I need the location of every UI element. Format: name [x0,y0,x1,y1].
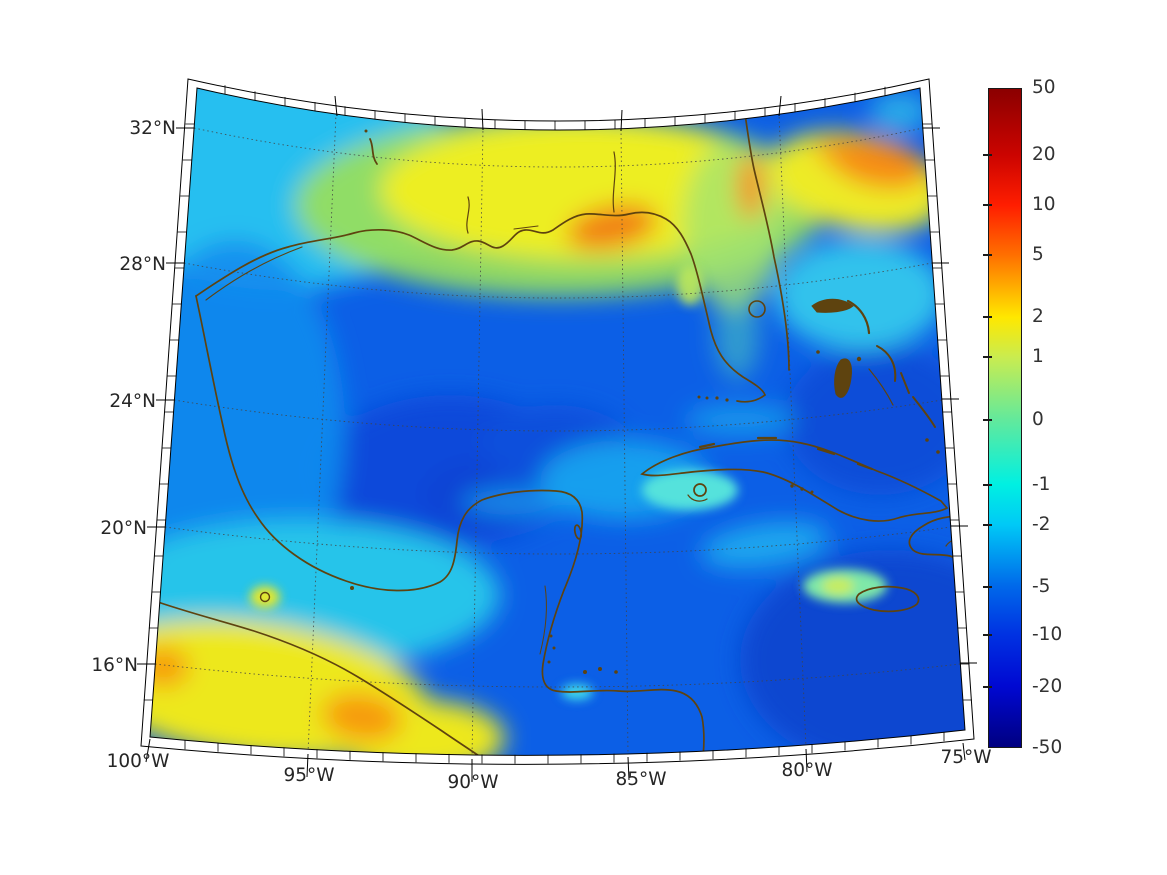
colorbar-tick [983,634,992,636]
axis-ticks-right [923,127,977,664]
small-islands [350,129,952,674]
colorbar-label-0: 0 [1032,409,1044,430]
lon-label-85w: 85°W [615,769,666,790]
colorbar-label-m5: -5 [1032,576,1051,597]
lon-label-80w: 80°W [781,760,832,781]
colorbar-label-20: 20 [1032,144,1056,165]
lon-label-95w: 95°W [283,765,334,786]
colorbar-label-5: 5 [1032,244,1044,265]
axis-ticks-top [334,95,782,132]
colorbar-tick [983,419,992,421]
lat-label-16n: 16°N [91,655,138,676]
colorbar-tick [983,586,992,588]
coastline-layer [151,94,965,756]
frame-inner-boundary [149,87,966,756]
frame-segment-dividers-bottom [184,732,945,764]
colorbar-tick [983,254,992,256]
lat-label-32n: 32°N [129,118,176,139]
lat-label-28n: 28°N [119,254,166,275]
field-layer [150,88,965,756]
frame-outer-boundary [140,78,975,765]
frame-segment-dividers-top [224,85,886,130]
colorbar-label-2: 2 [1032,306,1044,327]
axis-ticks-bottom [145,738,966,782]
jamaica-coastline [855,585,920,613]
lon-label-75w: 75°W [940,747,991,768]
colorbar-tick [983,316,992,318]
colorbar-label-m50: -50 [1032,737,1063,758]
colorbar-tick [983,356,992,358]
colorbar-label-10: 10 [1032,194,1056,215]
colorbar-label-m20: -20 [1032,676,1063,697]
colorbar-tick [983,204,992,206]
colorbar-label-m2: -2 [1032,514,1051,535]
colorbar-label-1: 1 [1032,346,1044,367]
colorbar-tick [983,154,992,156]
lon-label-100w: 100°W [107,751,170,772]
lat-label-24n: 24°N [109,391,156,412]
colorbar-tick [983,686,992,688]
colorbar-label-50: 50 [1032,77,1056,98]
colorbar-label-m10: -10 [1032,624,1063,645]
colorbar-tick [983,484,992,486]
colorbar-label-m1: -1 [1032,474,1051,495]
mexican-lake [259,591,271,603]
lon-label-90w: 90°W [447,772,498,793]
map-frame [137,78,977,782]
frame-segment-dividers-right [922,123,972,701]
latitude-labels: 32°N 28°N 24°N 20°N 16°N [91,118,176,676]
isla-de-la-juventud [693,483,707,497]
cuba-coastline [640,439,949,522]
axis-ticks-left [137,127,194,665]
colorbar-tick [983,524,992,526]
lake-okeechobee [748,300,766,318]
colorbar-gradient [988,88,1022,748]
cozumel-island [573,524,583,540]
lat-label-20n: 20°N [100,518,147,539]
longitude-labels: 100°W 95°W 90°W 85°W 80°W 75°W [107,747,992,793]
